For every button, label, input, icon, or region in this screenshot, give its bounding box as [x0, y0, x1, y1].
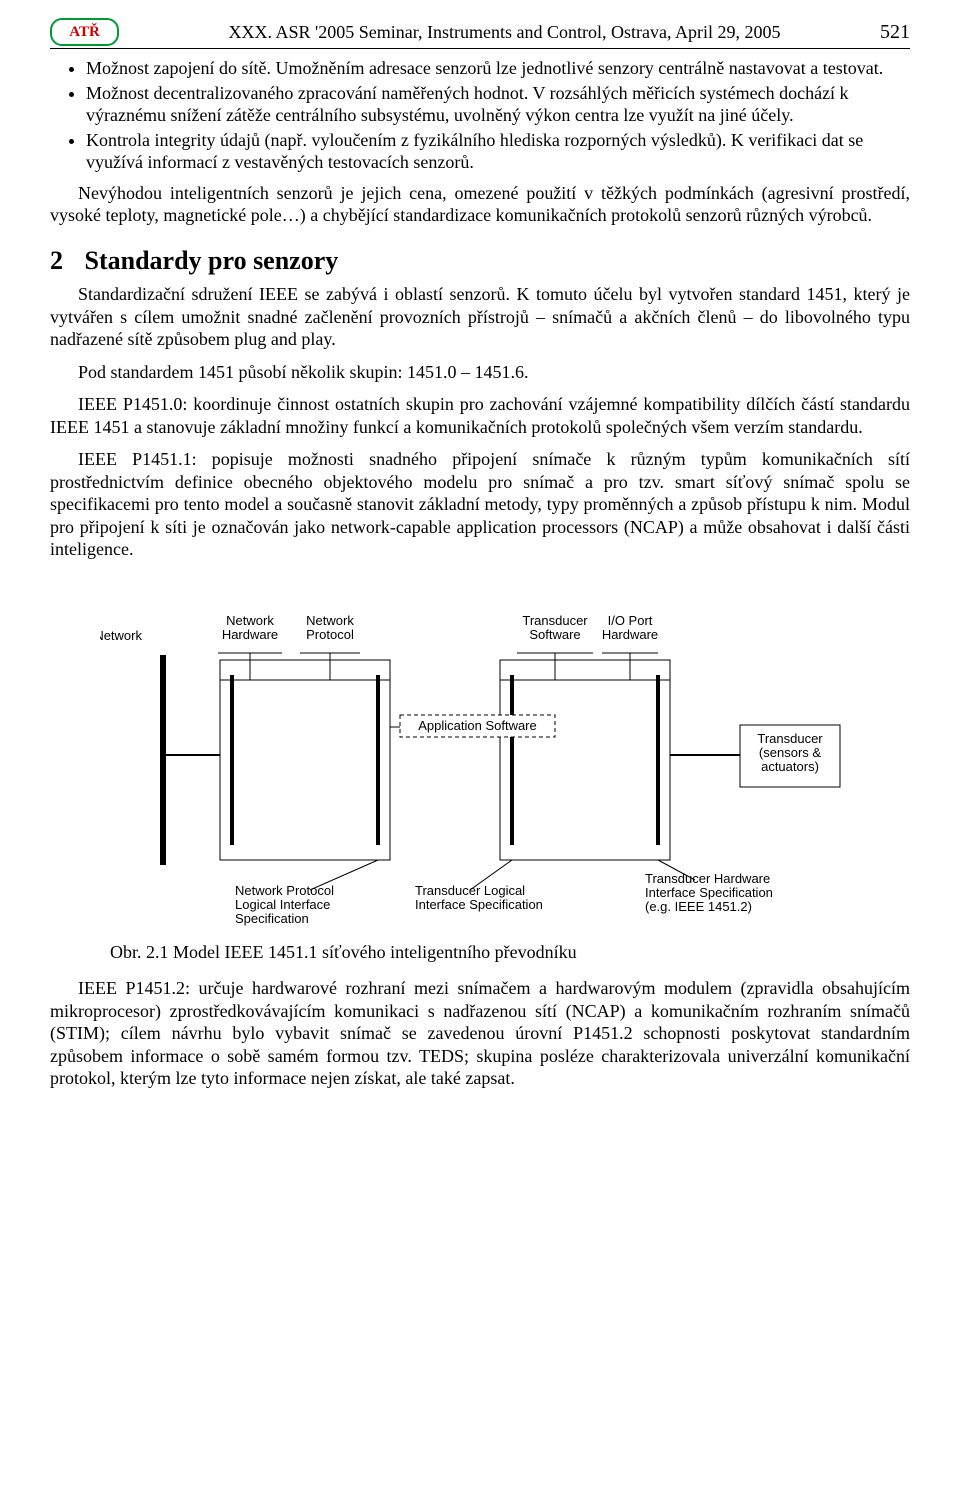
logo: ATŘ — [50, 18, 119, 46]
section-title: Standardy pro senzory — [85, 246, 339, 275]
figure-caption: Obr. 2.1 Model IEEE 1451.1 síťového inte… — [110, 941, 910, 964]
figure-2-1: Network NetworkHardware NetworkProtocol Tra… — [50, 575, 910, 935]
svg-text:Transducer(sensors &actuators): Transducer(sensors &actuators) — [757, 731, 823, 774]
svg-text:Network ProtocolLogical Interf: Network ProtocolLogical InterfaceSpecifi… — [235, 883, 334, 926]
section2-p4: IEEE P1451.1: popisuje možnosti snadného… — [50, 448, 910, 561]
header-title: XXX. ASR '2005 Seminar, Instruments and … — [149, 21, 860, 44]
svg-text:NetworkHardware: NetworkHardware — [222, 613, 278, 642]
svg-text:NetworkProtocol: NetworkProtocol — [306, 613, 354, 642]
paragraph-p1451-2: IEEE P1451.2: určuje hardwarové rozhraní… — [50, 977, 910, 1090]
bullet-item: Kontrola integrity údajů (např. vyloučen… — [86, 129, 910, 174]
svg-text:Transducer HardwareInterface S: Transducer HardwareInterface Specificati… — [645, 871, 773, 914]
section-number: 2 — [50, 245, 78, 278]
paragraph-disadvantages: Nevýhodou inteligentních senzorů je jeji… — [50, 182, 910, 227]
section-2-heading: 2 Standardy pro senzory — [50, 245, 910, 278]
page-header: ATŘ XXX. ASR '2005 Seminar, Instruments … — [50, 18, 910, 49]
section2-p2: Pod standardem 1451 působí několik skupi… — [50, 361, 910, 384]
section2-p3: IEEE P1451.0: koordinuje činnost ostatní… — [50, 393, 910, 438]
svg-text:Network: Network — [100, 628, 142, 643]
section2-p1: Standardizační sdružení IEEE se zabývá i… — [50, 283, 910, 351]
bullet-item: Možnost decentralizovaného zpracování na… — [86, 82, 910, 127]
page-number: 521 — [860, 20, 910, 45]
diagram-svg: Network NetworkHardware NetworkProtocol Tra… — [100, 575, 860, 935]
svg-text:TransducerSoftware: TransducerSoftware — [522, 613, 588, 642]
bullet-list: Možnost zapojení do sítě. Umožněním adre… — [50, 57, 910, 174]
svg-text:Application Software: Application Software — [418, 718, 537, 733]
svg-text:Transducer LogicalInterface Sp: Transducer LogicalInterface Specificatio… — [415, 883, 543, 912]
svg-text:I/O PortHardware: I/O PortHardware — [602, 613, 658, 642]
bullet-item: Možnost zapojení do sítě. Umožněním adre… — [86, 57, 910, 80]
